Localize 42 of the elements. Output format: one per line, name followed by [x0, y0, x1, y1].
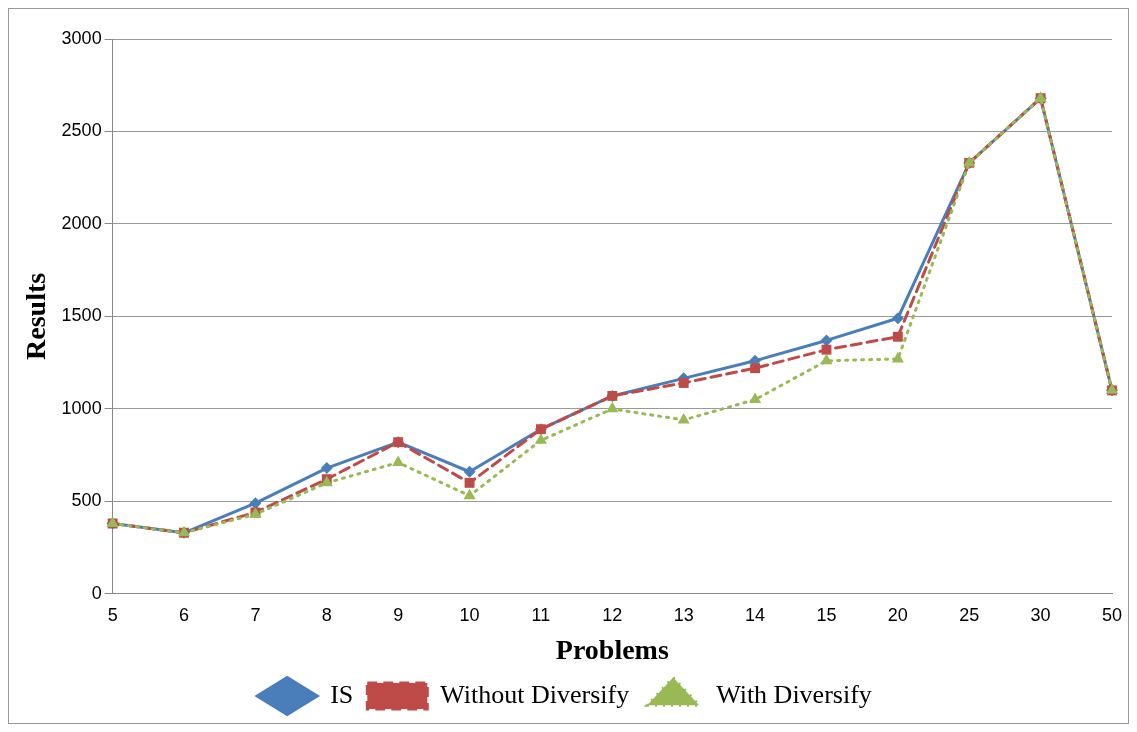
y-axis-title: Results: [20, 272, 52, 360]
point: [534, 433, 547, 444]
x-tick-label: 25: [959, 604, 980, 625]
point: [820, 353, 833, 365]
x-tick-label: 14: [745, 604, 766, 625]
point: [464, 477, 475, 488]
x-tick-label: 50: [1101, 604, 1123, 625]
y-tick-label: 2500: [61, 120, 102, 141]
y-tick-label: 3000: [61, 27, 102, 48]
y-tick-label: 0: [91, 582, 102, 603]
x-tick-label: 10: [459, 604, 480, 625]
x-tick-label: 11: [531, 604, 551, 625]
x-tick-label: 13: [673, 604, 694, 625]
x-axis-title: Problems: [555, 634, 669, 666]
point: [891, 312, 904, 325]
x-tick-label: 6: [179, 604, 190, 625]
point: [677, 412, 690, 424]
x-tick-label: 20: [887, 604, 908, 625]
legend-label: With Diversify: [716, 679, 872, 709]
y-tick-label: 1500: [61, 305, 102, 326]
legend-label: IS: [330, 679, 354, 709]
point: [749, 392, 762, 404]
point: [821, 344, 832, 355]
x-tick-label: 12: [602, 604, 623, 625]
point: [320, 462, 333, 475]
point: [750, 363, 761, 374]
y-tick-label: 500: [71, 490, 102, 511]
y-tick-label: 1000: [61, 397, 102, 418]
point: [463, 488, 476, 500]
point: [606, 401, 619, 413]
x-tick-label: 9: [393, 604, 404, 625]
point: [463, 465, 476, 478]
x-tick-label: 8: [321, 604, 332, 625]
point: [678, 378, 689, 388]
legend-label: Without Diversify: [440, 679, 630, 709]
x-tick-label: 15: [816, 604, 837, 625]
point: [891, 351, 904, 363]
x-tick-label: 5: [107, 604, 118, 625]
x-tick-label: 30: [1030, 604, 1051, 625]
x-tick-label: 7: [250, 604, 261, 625]
y-tick-label: 2000: [61, 212, 102, 233]
point: [892, 331, 903, 342]
